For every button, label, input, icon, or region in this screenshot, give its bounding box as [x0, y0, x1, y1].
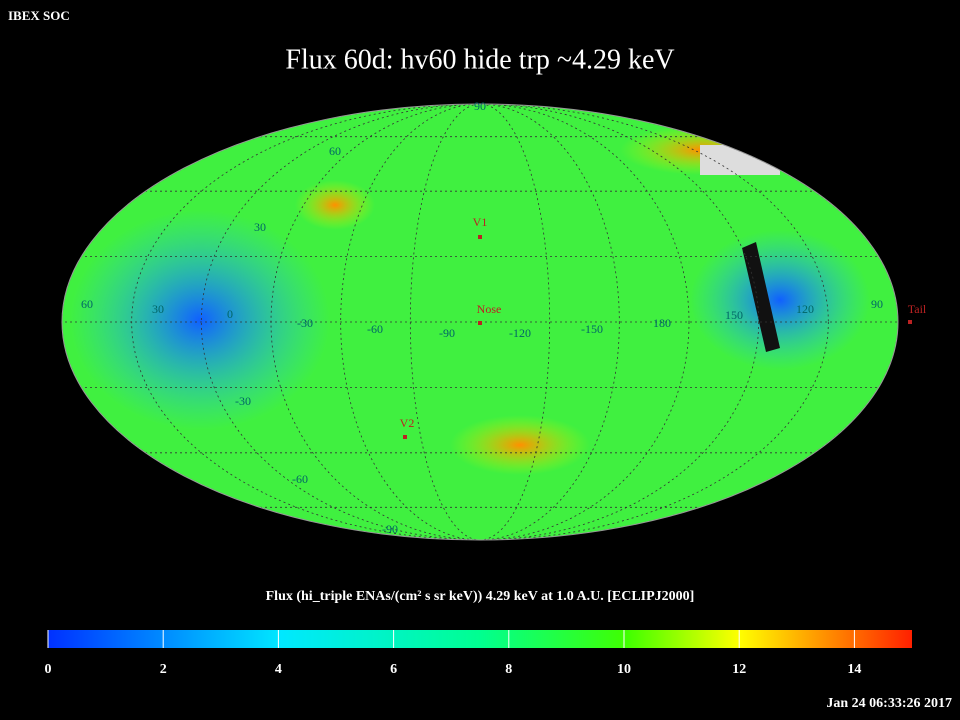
longitude-label: 90 — [871, 297, 883, 311]
latitude-label: -60 — [292, 472, 308, 486]
longitude-label: -60 — [367, 322, 383, 336]
colorbar — [48, 630, 912, 648]
meridian — [409, 104, 551, 540]
colorbar-tick-label: 8 — [505, 662, 512, 677]
longitude-label: -30 — [297, 316, 313, 330]
latitude-label: 60 — [329, 144, 341, 158]
marker — [403, 435, 407, 439]
org: IBEX SOC — [8, 8, 70, 23]
meridian — [200, 104, 760, 540]
colorbar-tick-label: 0 — [45, 662, 52, 677]
sky-map — [62, 104, 898, 540]
colorbar-tick-label: 2 — [160, 662, 167, 677]
marker — [908, 320, 912, 324]
marker — [478, 235, 482, 239]
longitude-label: 180 — [653, 316, 671, 330]
longitude-label: 30 — [152, 302, 164, 316]
longitude-label: 120 — [796, 302, 814, 316]
latitude-label: -90 — [382, 522, 398, 536]
longitude-label: -120 — [509, 326, 531, 340]
longitude-label: -150 — [581, 322, 603, 336]
colorbar-label: Flux (hi_triple ENAs/(cm² s sr keV)) 4.2… — [266, 589, 695, 604]
longitude-label: 60 — [81, 297, 93, 311]
title: Flux 60d: hv60 hide trp ~4.29 keV — [285, 44, 674, 75]
marker-label: Nose — [477, 302, 502, 316]
longitude-label: -90 — [439, 326, 455, 340]
colorbar-tick-label: 14 — [847, 662, 861, 677]
marker-label: Tail — [908, 302, 927, 316]
meridian — [340, 104, 620, 540]
colorbar-tick-label: 4 — [275, 662, 282, 677]
marker-label: V2 — [400, 416, 415, 430]
longitude-label: 0 — [227, 307, 233, 321]
colorbar-tick-label: 10 — [617, 662, 631, 677]
marker-label: V1 — [473, 215, 488, 229]
latitude-label: -30 — [235, 394, 251, 408]
marker — [478, 321, 482, 325]
colorbar-tick-label: 12 — [732, 662, 746, 677]
latitude-label: 90 — [474, 99, 486, 113]
latitude-label: 30 — [254, 220, 266, 234]
colorbar-tick-label: 6 — [390, 662, 397, 677]
longitude-label: 150 — [725, 308, 743, 322]
timestamp: Jan 24 06:33:26 2017 — [826, 696, 952, 711]
